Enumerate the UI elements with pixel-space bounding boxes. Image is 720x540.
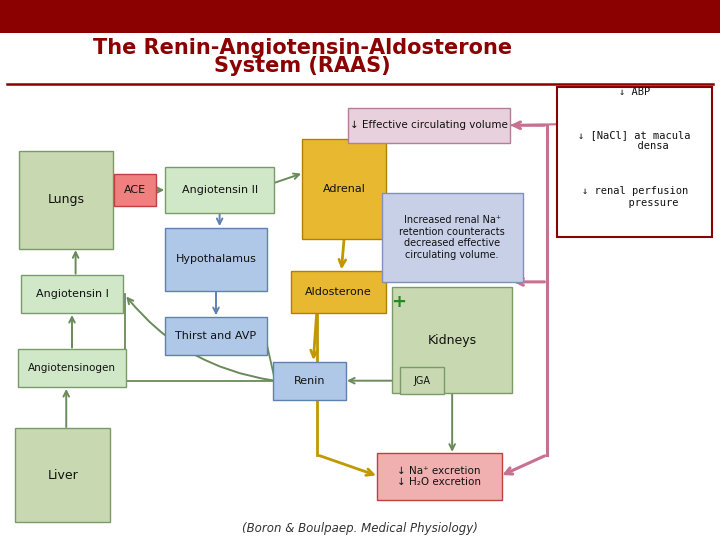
Text: (Boron & Boulpaep. Medical Physiology): (Boron & Boulpaep. Medical Physiology) (242, 522, 478, 535)
FancyBboxPatch shape (165, 316, 266, 355)
Text: +: + (392, 293, 406, 312)
Text: Angiotensin II: Angiotensin II (181, 185, 258, 195)
FancyBboxPatch shape (114, 174, 156, 206)
Text: Liver: Liver (48, 469, 78, 482)
FancyBboxPatch shape (165, 167, 274, 213)
Text: ACE: ACE (125, 185, 146, 195)
Text: Angiotensin I: Angiotensin I (35, 289, 109, 299)
Text: ↓ ABP: ↓ ABP (619, 87, 650, 97)
FancyBboxPatch shape (557, 87, 712, 237)
FancyBboxPatch shape (165, 228, 266, 291)
FancyBboxPatch shape (302, 139, 386, 239)
FancyBboxPatch shape (348, 108, 510, 143)
Text: Aldosterone: Aldosterone (305, 287, 372, 296)
Text: Kidneys: Kidneys (428, 334, 477, 347)
Text: ↓ Effective circulating volume: ↓ Effective circulating volume (350, 120, 508, 130)
Text: System (RAAS): System (RAAS) (214, 56, 391, 76)
Text: Increased renal Na⁺
retention counteracts
decreased effective
circulating volume: Increased renal Na⁺ retention counteract… (400, 215, 505, 260)
Text: Adrenal: Adrenal (323, 184, 366, 194)
Text: Renin: Renin (294, 376, 325, 386)
Text: ↓ renal perfusion
      pressure: ↓ renal perfusion pressure (582, 186, 688, 208)
Text: Angiotensinogen: Angiotensinogen (28, 363, 116, 373)
Text: Lungs: Lungs (48, 193, 85, 206)
FancyBboxPatch shape (15, 428, 109, 522)
FancyBboxPatch shape (22, 275, 122, 313)
Text: Thirst and AVP: Thirst and AVP (176, 331, 256, 341)
Text: ↓ [NaCl] at macula
      densa: ↓ [NaCl] at macula densa (578, 130, 691, 151)
FancyBboxPatch shape (274, 362, 346, 400)
FancyBboxPatch shape (291, 271, 386, 313)
FancyBboxPatch shape (0, 0, 720, 33)
Text: JGA: JGA (413, 376, 431, 386)
Text: ↓ Na⁺ excretion
↓ H₂O excretion: ↓ Na⁺ excretion ↓ H₂O excretion (397, 465, 481, 487)
FancyBboxPatch shape (382, 193, 523, 282)
Text: The Renin-Angiotensin-Aldosterone: The Renin-Angiotensin-Aldosterone (93, 37, 512, 58)
FancyBboxPatch shape (18, 349, 127, 388)
FancyBboxPatch shape (377, 453, 502, 500)
FancyBboxPatch shape (392, 287, 512, 393)
FancyBboxPatch shape (19, 151, 114, 248)
FancyBboxPatch shape (400, 367, 444, 394)
Text: Hypothalamus: Hypothalamus (176, 254, 256, 264)
